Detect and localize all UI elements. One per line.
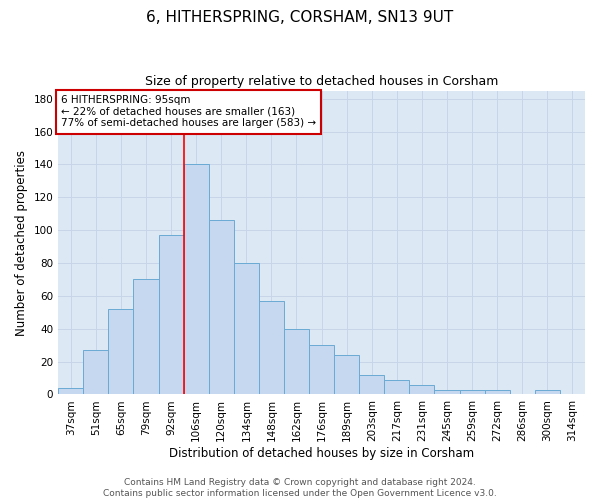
Bar (284, 328, 309, 394)
Bar (58, 388, 83, 394)
Bar (83, 350, 109, 395)
Bar (359, 374, 385, 394)
Bar (385, 380, 409, 394)
Bar (184, 164, 209, 394)
Bar (234, 263, 259, 394)
Bar (535, 390, 560, 394)
X-axis label: Distribution of detached houses by size in Corsham: Distribution of detached houses by size … (169, 447, 474, 460)
Bar (309, 345, 334, 395)
Bar (259, 301, 284, 394)
Bar (409, 384, 434, 394)
Text: 6, HITHERSPRING, CORSHAM, SN13 9UT: 6, HITHERSPRING, CORSHAM, SN13 9UT (146, 10, 454, 25)
Bar (434, 390, 460, 394)
Bar (334, 355, 359, 395)
Bar (133, 280, 158, 394)
Bar (109, 309, 133, 394)
Title: Size of property relative to detached houses in Corsham: Size of property relative to detached ho… (145, 75, 498, 88)
Y-axis label: Number of detached properties: Number of detached properties (15, 150, 28, 336)
Text: 6 HITHERSPRING: 95sqm
← 22% of detached houses are smaller (163)
77% of semi-det: 6 HITHERSPRING: 95sqm ← 22% of detached … (61, 95, 316, 128)
Bar (158, 235, 184, 394)
Bar (485, 390, 510, 394)
Bar (460, 390, 485, 394)
Bar (209, 220, 234, 394)
Text: Contains HM Land Registry data © Crown copyright and database right 2024.
Contai: Contains HM Land Registry data © Crown c… (103, 478, 497, 498)
